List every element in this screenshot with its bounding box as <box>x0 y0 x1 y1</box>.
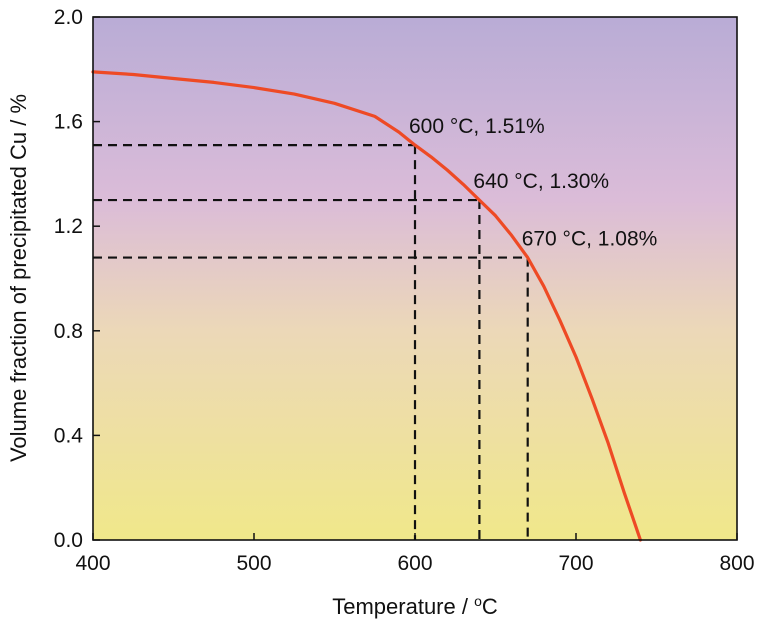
x-tick-label-1: 500 <box>236 552 271 575</box>
y-tick-label-0: 0.0 <box>54 529 83 552</box>
y-axis-title: Volume fraction of precipitated Cu / % <box>6 94 31 462</box>
x-tick-label-3: 700 <box>558 552 593 575</box>
y-tick-label-3: 1.2 <box>54 215 83 238</box>
y-tick-label-4: 1.6 <box>54 111 83 134</box>
y-tick-label-2: 0.8 <box>54 320 83 343</box>
annotations: 600 °C, 1.51% 640 °C, 1.30% 670 °C, 1.08% <box>409 115 657 250</box>
series-layer <box>91 70 642 542</box>
annotation-label-2: 670 °C, 1.08% <box>522 228 658 251</box>
x-tick-label-4: 800 <box>719 552 754 575</box>
y-tick-label-5: 2.0 <box>54 6 83 29</box>
x-tick-label-2: 600 <box>397 552 432 575</box>
x-axis-ticks: 400 500 600 700 800 <box>75 533 755 575</box>
series-line-0 <box>91 70 642 542</box>
x-axis-title: Temperature / oC <box>332 593 498 619</box>
annotation-label-1: 640 °C, 1.30% <box>473 170 609 193</box>
y-axis-ticks: 0.0 0.4 0.8 1.2 1.6 2.0 <box>54 6 100 552</box>
annotation-label-0: 600 °C, 1.51% <box>409 115 545 138</box>
reference-lines <box>93 144 529 540</box>
y-tick-label-1: 0.4 <box>54 424 84 447</box>
x-tick-label-0: 400 <box>75 552 110 575</box>
